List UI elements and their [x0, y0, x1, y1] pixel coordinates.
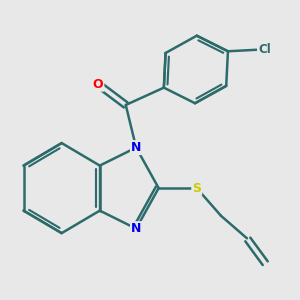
Text: O: O: [93, 78, 104, 91]
Text: S: S: [192, 182, 201, 195]
Text: N: N: [131, 141, 141, 154]
Text: N: N: [131, 222, 141, 235]
Text: Cl: Cl: [258, 43, 271, 56]
